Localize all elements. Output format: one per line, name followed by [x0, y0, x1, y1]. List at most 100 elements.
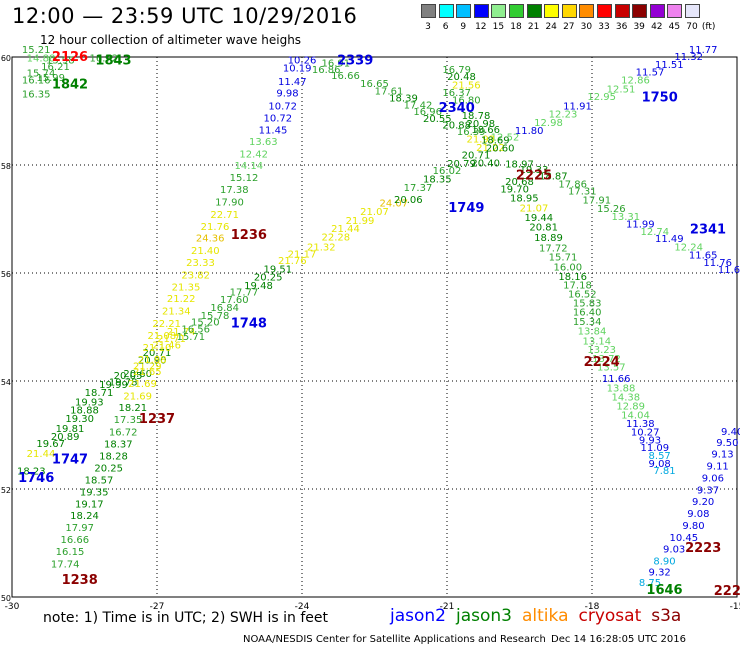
created-timestamp: Dec 14 16:28:05 UTC 2016: [551, 634, 686, 645]
wave-height-value: 11.64: [718, 265, 740, 276]
wave-height-value: 17.74: [51, 559, 80, 570]
wave-height-value: 18.23: [17, 466, 46, 477]
wave-height-value: 20.60: [486, 144, 515, 155]
legend-label: 39: [633, 22, 645, 32]
wave-height-value: 21.32: [307, 242, 336, 253]
wave-height-value: 24.36: [196, 234, 225, 245]
wave-height-value: 9.37: [697, 485, 719, 496]
wave-height-value: 17.18: [563, 281, 592, 292]
wave-height-value: 19.44: [525, 213, 554, 224]
wave-height-value: 10.19: [283, 64, 312, 75]
wave-height-value: 24.07: [380, 199, 409, 210]
wave-height-value: 21.71: [157, 334, 186, 345]
wave-height-value: 20.71: [462, 151, 491, 162]
x-tick-label: -21: [440, 602, 455, 612]
y-tick-label: 58: [1, 162, 11, 171]
wave-height-value: 20.79: [447, 159, 476, 170]
wave-height-value: 17.60: [220, 295, 249, 306]
wave-height-value: 11.66: [602, 374, 631, 385]
wave-height-value: 9.11: [707, 462, 729, 473]
wave-height-value: 17.77: [230, 288, 259, 299]
wave-height-value: 15.71: [549, 253, 578, 264]
satellite-name: jason2: [390, 606, 446, 626]
legend-label: 42: [651, 22, 663, 32]
wave-height-value: 12.86: [621, 75, 650, 86]
wave-height-value: 19.67: [36, 439, 65, 450]
wave-height-value: 9.03: [663, 545, 685, 556]
wave-height-value: 12.52: [491, 133, 520, 144]
wave-height-value: 21.93: [467, 134, 496, 145]
wave-height-value: 10.26: [288, 55, 317, 66]
legend-swatch: [649, 4, 665, 18]
legend-label: 45: [668, 22, 681, 32]
pass-time-label: 1842: [52, 77, 88, 92]
legend-swatch: [632, 4, 648, 18]
wave-height-value: 17.86: [558, 180, 587, 191]
wave-height-value: 22.21: [152, 319, 181, 330]
wave-height-value: 17.90: [215, 198, 244, 209]
wave-height-value: 15.12: [230, 173, 259, 184]
wave-height-value: 9.08: [687, 509, 709, 520]
legend-label: 3: [425, 22, 431, 32]
wave-height-value: 21.07: [360, 207, 389, 218]
wave-height-value: 12.23: [549, 109, 578, 120]
legend-swatch: [473, 4, 489, 18]
wave-height-value: 21.08: [148, 331, 177, 342]
wave-height-value: 11.80: [515, 126, 544, 137]
satellite-name: s3a: [651, 606, 682, 626]
wave-height-value: 15.74: [27, 68, 56, 79]
wave-height-value: 16.02: [433, 166, 462, 177]
legend-swatch: [614, 4, 630, 18]
credit-line: NOAA/NESDIS Center for Satellite Applica…: [243, 634, 546, 645]
wave-height-value: 12.89: [616, 402, 645, 413]
pass-time-label: 1646: [646, 583, 682, 598]
wave-height-value: 16.91: [322, 59, 351, 70]
pass-time-label: 2223: [685, 541, 721, 556]
wave-height-value: 20.55: [423, 114, 452, 125]
wave-height-value: 21.88: [138, 355, 167, 366]
legend-swatch: [526, 4, 542, 18]
satellite-key: jason2 jason3 altika cryosat s3a: [390, 606, 691, 626]
wave-height-value: 20.60: [123, 369, 152, 380]
x-tick-label: -24: [295, 602, 310, 612]
wave-height-value: 12.98: [534, 118, 563, 129]
legend-swatch: [561, 4, 577, 18]
wave-height-value: 16.96: [413, 107, 442, 118]
wave-height-value: 21.76: [278, 256, 307, 267]
wave-height-value: 10.72: [264, 113, 293, 124]
wave-height-value: 9.50: [716, 438, 738, 449]
y-tick-label: 56: [1, 270, 11, 279]
wave-height-value: 18.24: [70, 511, 99, 522]
wave-height-value: 7.81: [653, 466, 675, 477]
wave-height-value: 18.89: [534, 233, 563, 244]
wave-height-value: 18.71: [85, 388, 114, 399]
wave-height-value: 12.51: [607, 85, 636, 96]
wave-height-value: 11.76: [703, 258, 732, 269]
wave-height-value: 18.78: [462, 111, 491, 122]
wave-height-value: 20.81: [529, 222, 558, 233]
wave-height-value: 10.27: [631, 428, 660, 439]
chart-subtitle: 12 hour collection of altimeter wave hei…: [40, 33, 302, 47]
wave-height-value: 22.71: [210, 210, 239, 221]
x-tick-label: -15: [730, 602, 740, 612]
x-tick-label: -30: [5, 602, 20, 612]
wave-height-value: 21.99: [346, 216, 375, 227]
wave-height-value: 19.70: [500, 185, 529, 196]
legend-label: 30: [580, 22, 593, 32]
wave-height-value: 21.40: [191, 246, 220, 257]
wave-height-value: 19.93: [75, 397, 104, 408]
wave-height-value: 17.37: [404, 183, 433, 194]
wave-height-value: 21.07: [520, 203, 549, 214]
wave-height-value: 16.79: [442, 65, 471, 76]
wave-height-value: 10.72: [268, 101, 297, 112]
wave-height-value: 13.84: [578, 327, 607, 338]
wave-height-value: 19.17: [75, 499, 104, 510]
legend-swatch: [685, 4, 700, 18]
wave-height-value: 16.66: [331, 71, 360, 82]
wave-height-value: 23.33: [186, 258, 215, 269]
wave-height-value: 20.25: [94, 464, 123, 475]
wave-height-value: 16.84: [210, 303, 239, 314]
legend-label: 15: [492, 22, 505, 32]
wave-height-value: 16.80: [452, 95, 481, 106]
